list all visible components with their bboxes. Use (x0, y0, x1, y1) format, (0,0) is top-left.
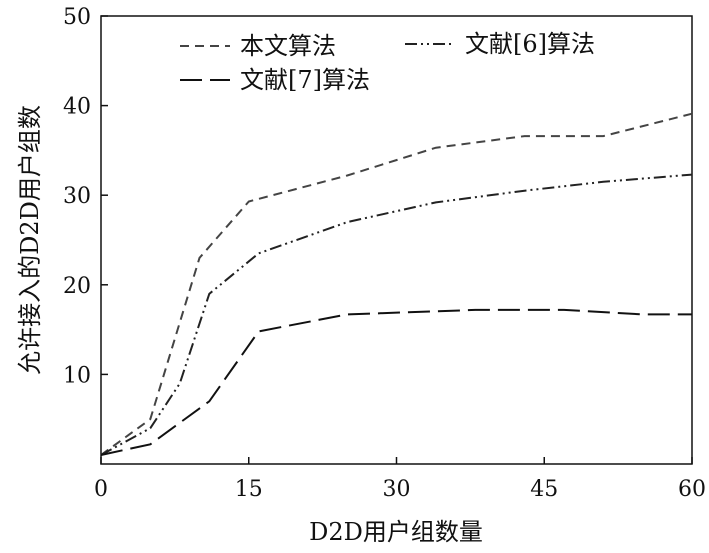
legend-label-series-0: 本文算法 (240, 32, 336, 60)
legend: 本文算法 文献[6]算法 文献[7]算法 (180, 30, 595, 94)
series-group (100, 112, 693, 456)
y-axis-label: 允许接入的D2D用户组数 (16, 105, 44, 375)
legend-label-series-2: 文献[7]算法 (240, 66, 370, 94)
x-tick-label: 0 (94, 477, 108, 502)
y-tick-label: 40 (63, 95, 91, 120)
x-tick-label: 15 (235, 477, 263, 502)
x-tick-label: 30 (383, 477, 411, 502)
x-tick-label: 60 (678, 477, 706, 502)
y-tick-label: 20 (63, 274, 91, 299)
plot-frame (100, 15, 693, 465)
series-line-2 (100, 308, 692, 456)
x-axis-label: D2D用户组数量 (309, 518, 483, 546)
tick-group: 0 15 30 45 60 10 20 30 40 50 (63, 5, 706, 502)
x-tick-label: 45 (530, 477, 558, 502)
legend-label-series-1: 文献[6]算法 (465, 30, 595, 58)
chart-axes (100, 15, 693, 465)
series-line-0 (100, 112, 693, 456)
series-line-1 (100, 173, 693, 456)
y-tick-label: 10 (63, 363, 91, 388)
y-tick-label: 50 (63, 5, 91, 30)
y-tick-label: 30 (63, 184, 91, 209)
